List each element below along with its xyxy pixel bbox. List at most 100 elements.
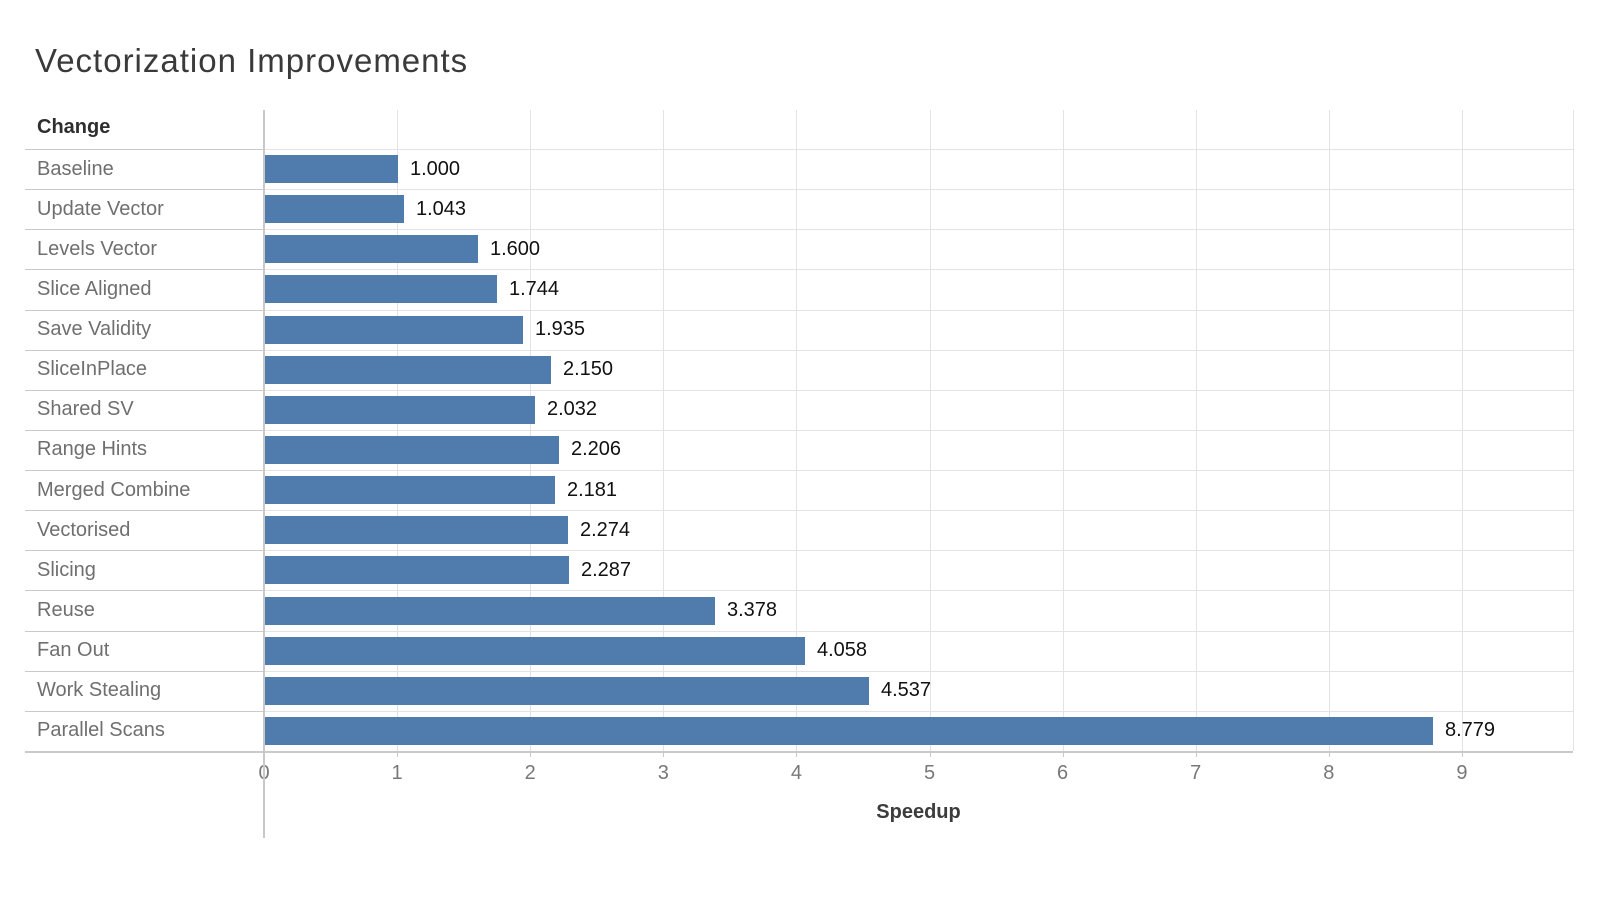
- row-separator-left: [25, 310, 264, 311]
- chart-title: Vectorization Improvements: [35, 42, 469, 79]
- bar-slicing[interactable]: [265, 556, 569, 585]
- value-label-vectorised: 2.274: [580, 518, 631, 541]
- value-label-parallel-scans: 8.779: [1445, 719, 1496, 742]
- row-separator-right: [264, 510, 1573, 511]
- x-tick-label-6: 6: [1057, 762, 1069, 784]
- row-separator-right: [264, 590, 1573, 591]
- x-tick-label-9: 9: [1456, 762, 1468, 784]
- x-tick-mark-2: [530, 752, 532, 757]
- x-tick-mark-5: [929, 752, 931, 757]
- row-separator-left: [25, 189, 264, 190]
- row-separator-right: [264, 390, 1573, 391]
- category-label-work-stealing: Work Stealing: [37, 679, 162, 702]
- category-label-shared-sv: Shared SV: [37, 398, 134, 421]
- x-tick-mark-3: [663, 752, 665, 757]
- row-separator-right: [264, 470, 1573, 471]
- row-separator-left: [25, 430, 264, 431]
- bar-work-stealing[interactable]: [265, 676, 869, 705]
- bar-update-vector[interactable]: [265, 195, 404, 224]
- row-separator-right: [264, 350, 1573, 351]
- row-separator-left: [25, 390, 264, 391]
- row-separator-right: [264, 711, 1573, 712]
- y-axis-line: [263, 110, 265, 838]
- row-separator-right: [264, 430, 1573, 431]
- value-label-levels-vector: 1.600: [490, 237, 541, 260]
- bar-vectorised[interactable]: [265, 516, 568, 545]
- x-tick-mark-8: [1328, 752, 1330, 757]
- row-separator-left: [25, 590, 264, 591]
- row-separator-left: [25, 631, 264, 632]
- x-tick-mark-7: [1195, 752, 1197, 757]
- category-label-fan-out: Fan Out: [37, 639, 110, 662]
- category-label-slice-aligned: Slice Aligned: [37, 277, 152, 300]
- value-label-update-vector: 1.043: [416, 197, 467, 220]
- row-separator-left: [25, 671, 264, 672]
- bar-baseline[interactable]: [265, 155, 398, 184]
- row-separator-right: [264, 229, 1573, 230]
- value-label-range-hints: 2.206: [571, 438, 622, 461]
- value-label-slice-aligned: 1.744: [509, 277, 560, 300]
- category-label-slicing: Slicing: [37, 558, 96, 581]
- value-label-save-validity: 1.935: [535, 318, 586, 341]
- bar-save-validity[interactable]: [265, 315, 523, 344]
- category-label-save-validity: Save Validity: [37, 318, 152, 341]
- x-tick-label-1: 1: [391, 762, 403, 784]
- row-separator-left: [25, 470, 264, 471]
- row-separator-left: [25, 550, 264, 551]
- bar-reuse[interactable]: [265, 596, 715, 625]
- category-label-vectorised: Vectorised: [37, 518, 131, 541]
- category-label-levels-vector: Levels Vector: [37, 237, 158, 260]
- row-separator-left: [25, 711, 264, 712]
- row-separator-right: [264, 671, 1573, 672]
- value-label-merged-combine: 2.181: [567, 478, 618, 501]
- category-column-header: Change: [37, 116, 111, 138]
- axis-bottom-line: [25, 751, 1573, 753]
- bar-sliceinplace[interactable]: [265, 355, 551, 384]
- x-tick-mark-1: [397, 752, 399, 757]
- row-separator-right: [264, 550, 1573, 551]
- row-separator-right: [264, 149, 1573, 150]
- x-tick-label-7: 7: [1190, 762, 1202, 784]
- row-separator-left: [25, 149, 264, 150]
- category-label-baseline: Baseline: [37, 157, 114, 180]
- bar-merged-combine[interactable]: [265, 476, 555, 505]
- category-label-reuse: Reuse: [37, 599, 95, 622]
- x-tick-mark-4: [796, 752, 798, 757]
- value-label-baseline: 1.000: [410, 157, 461, 180]
- value-label-reuse: 3.378: [727, 599, 778, 622]
- x-axis-title: Speedup: [876, 801, 961, 823]
- row-separator-right: [264, 269, 1573, 270]
- bar-range-hints[interactable]: [265, 436, 559, 464]
- x-tick-label-8: 8: [1323, 762, 1335, 784]
- x-tick-label-3: 3: [657, 762, 669, 784]
- row-separator-left: [25, 350, 264, 351]
- row-separator-left: [25, 229, 264, 230]
- bar-slice-aligned[interactable]: [265, 275, 497, 304]
- category-label-parallel-scans: Parallel Scans: [37, 719, 165, 742]
- category-label-sliceinplace: SliceInPlace: [37, 358, 148, 381]
- bar-shared-sv[interactable]: [265, 395, 535, 424]
- bar-parallel-scans[interactable]: [265, 716, 1433, 745]
- row-separator-right: [264, 189, 1573, 190]
- x-tick-mark-9: [1461, 752, 1463, 757]
- row-separator-right: [264, 310, 1573, 311]
- row-separator-right: [264, 631, 1573, 632]
- value-label-slicing: 2.287: [581, 558, 632, 581]
- row-separator-left: [25, 510, 264, 511]
- category-label-update-vector: Update Vector: [37, 197, 164, 220]
- value-label-fan-out: 4.058: [817, 639, 868, 662]
- value-label-sliceinplace: 2.150: [563, 358, 614, 381]
- value-label-work-stealing: 4.537: [881, 679, 932, 702]
- row-separator-left: [25, 269, 264, 270]
- category-label-range-hints: Range Hints: [37, 438, 148, 461]
- x-tick-mark-6: [1062, 752, 1064, 757]
- bar-fan-out[interactable]: [265, 636, 805, 665]
- bar-levels-vector[interactable]: [265, 235, 478, 264]
- plot-right-border: [1573, 110, 1574, 751]
- value-label-shared-sv: 2.032: [547, 398, 598, 421]
- category-label-merged-combine: Merged Combine: [37, 478, 191, 501]
- x-tick-label-4: 4: [790, 762, 802, 784]
- x-tick-label-5: 5: [923, 762, 936, 784]
- x-tick-label-2: 2: [524, 762, 536, 784]
